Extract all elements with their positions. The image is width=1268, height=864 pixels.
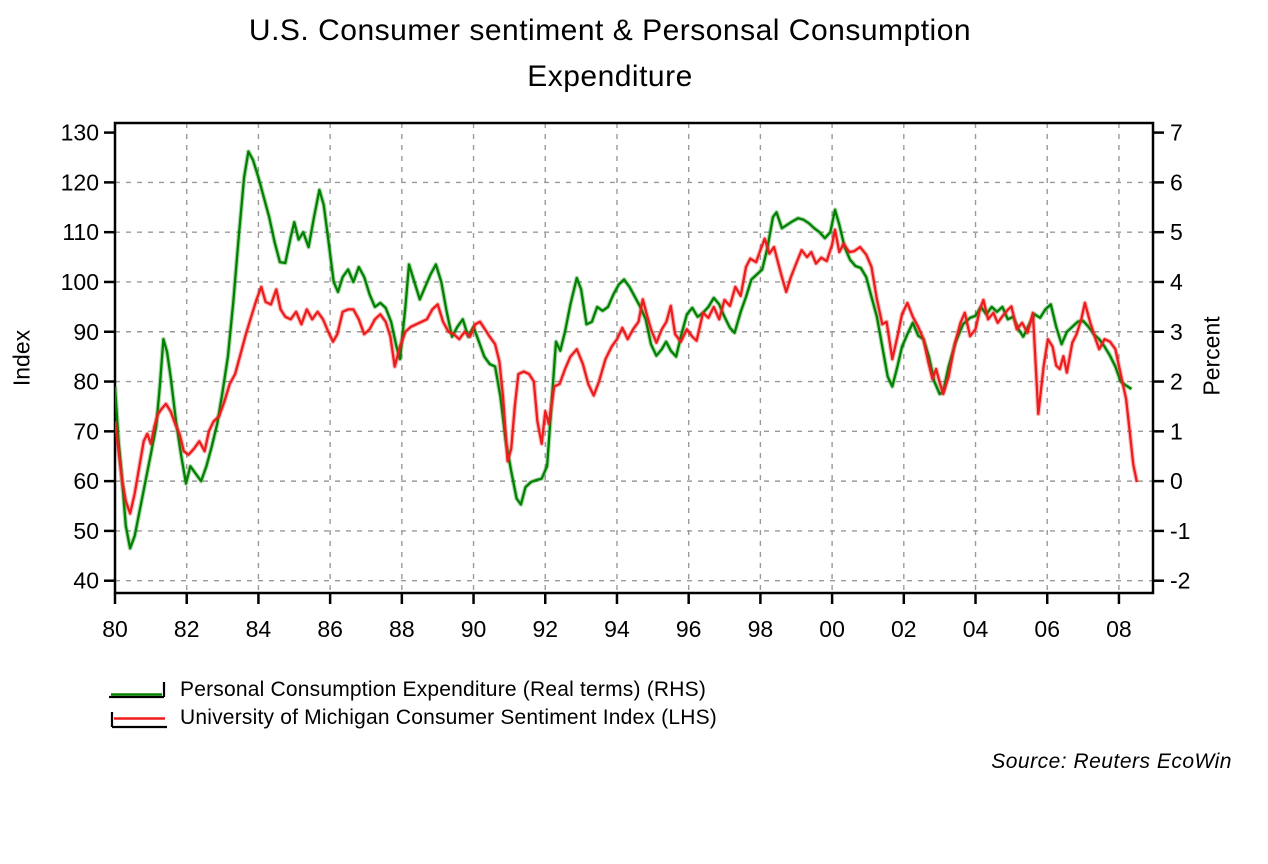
x-axis-tick-label: 98	[748, 616, 774, 642]
x-axis-tick-label: 84	[246, 616, 272, 642]
x-axis-tick-label: 08	[1106, 616, 1132, 642]
x-axis-tick-label: 90	[461, 616, 487, 642]
x-axis-tick-label: 04	[963, 616, 989, 642]
source-credit: Source: Reuters EcoWin	[991, 750, 1232, 773]
x-axis-tick-label: 94	[604, 616, 630, 642]
left-axis-tick-label: 90	[73, 319, 99, 345]
chart-title: U.S. Consumer sentiment & Personsal Cons…	[0, 8, 1220, 100]
right-axis-tick-label: 1	[1170, 418, 1183, 444]
right-axis-tick-label: -1	[1170, 518, 1190, 544]
sentiment-line-marker-icon	[110, 712, 167, 729]
right-axis-tick-label: -2	[1170, 568, 1190, 594]
left-axis-tick-label: 70	[73, 418, 99, 444]
sentiment-line-series	[115, 228, 1139, 515]
legend-item-pce: Personal Consumption Expenditure (Real t…	[106, 676, 717, 704]
right-axis-tick-label: 3	[1170, 319, 1183, 345]
series-halo-1	[115, 227, 1140, 516]
legend-label-sentiment: University of Michigan Consumer Sentimen…	[180, 706, 717, 729]
chart-title-line2: Expenditure	[527, 60, 693, 93]
x-axis-tick-label: 92	[532, 616, 558, 642]
x-axis-tick-label: 02	[891, 616, 917, 642]
x-axis-tick-label: 00	[819, 616, 845, 642]
left-axis-tick-label: 100	[61, 269, 99, 295]
right-axis-tick-label: 5	[1170, 219, 1183, 245]
right-axis-tick-label: 6	[1170, 169, 1183, 195]
legend-label-pce: Personal Consumption Expenditure (Real t…	[180, 678, 707, 701]
x-axis-tick-label: 96	[676, 616, 702, 642]
x-axis-tick-label: 88	[389, 616, 415, 642]
x-axis-tick-label: 06	[1034, 616, 1060, 642]
legend-item-sentiment: University of Michigan Consumer Sentimen…	[106, 704, 717, 732]
chart-title-line1: U.S. Consumer sentiment & Personsal Cons…	[248, 14, 972, 47]
left-axis-tick-label: 130	[61, 120, 99, 146]
left-axis-tick-label: 80	[73, 369, 99, 395]
plot-frame	[113, 121, 1155, 595]
left-axis-tick-label: 50	[73, 518, 99, 544]
left-axis-tick-label: 40	[73, 568, 99, 594]
x-axis-tick-label: 82	[174, 616, 200, 642]
x-axis-tick-label: 86	[317, 616, 343, 642]
legend: Personal Consumption Expenditure (Real t…	[106, 676, 717, 732]
pce-line-series	[115, 150, 1133, 550]
left-axis-tick-label: 120	[61, 169, 99, 195]
x-axis-tick-label: 80	[102, 616, 128, 642]
right-axis-tick-label: 0	[1170, 468, 1183, 494]
pce-line-marker-icon	[109, 682, 166, 699]
left-axis-tick-label: 110	[62, 219, 99, 245]
left-axis-tick-label: 60	[73, 468, 99, 494]
right-axis-tick-label: 2	[1170, 369, 1183, 395]
right-axis-tick-label: 4	[1170, 269, 1183, 295]
right-axis-tick-label: 7	[1170, 120, 1183, 146]
